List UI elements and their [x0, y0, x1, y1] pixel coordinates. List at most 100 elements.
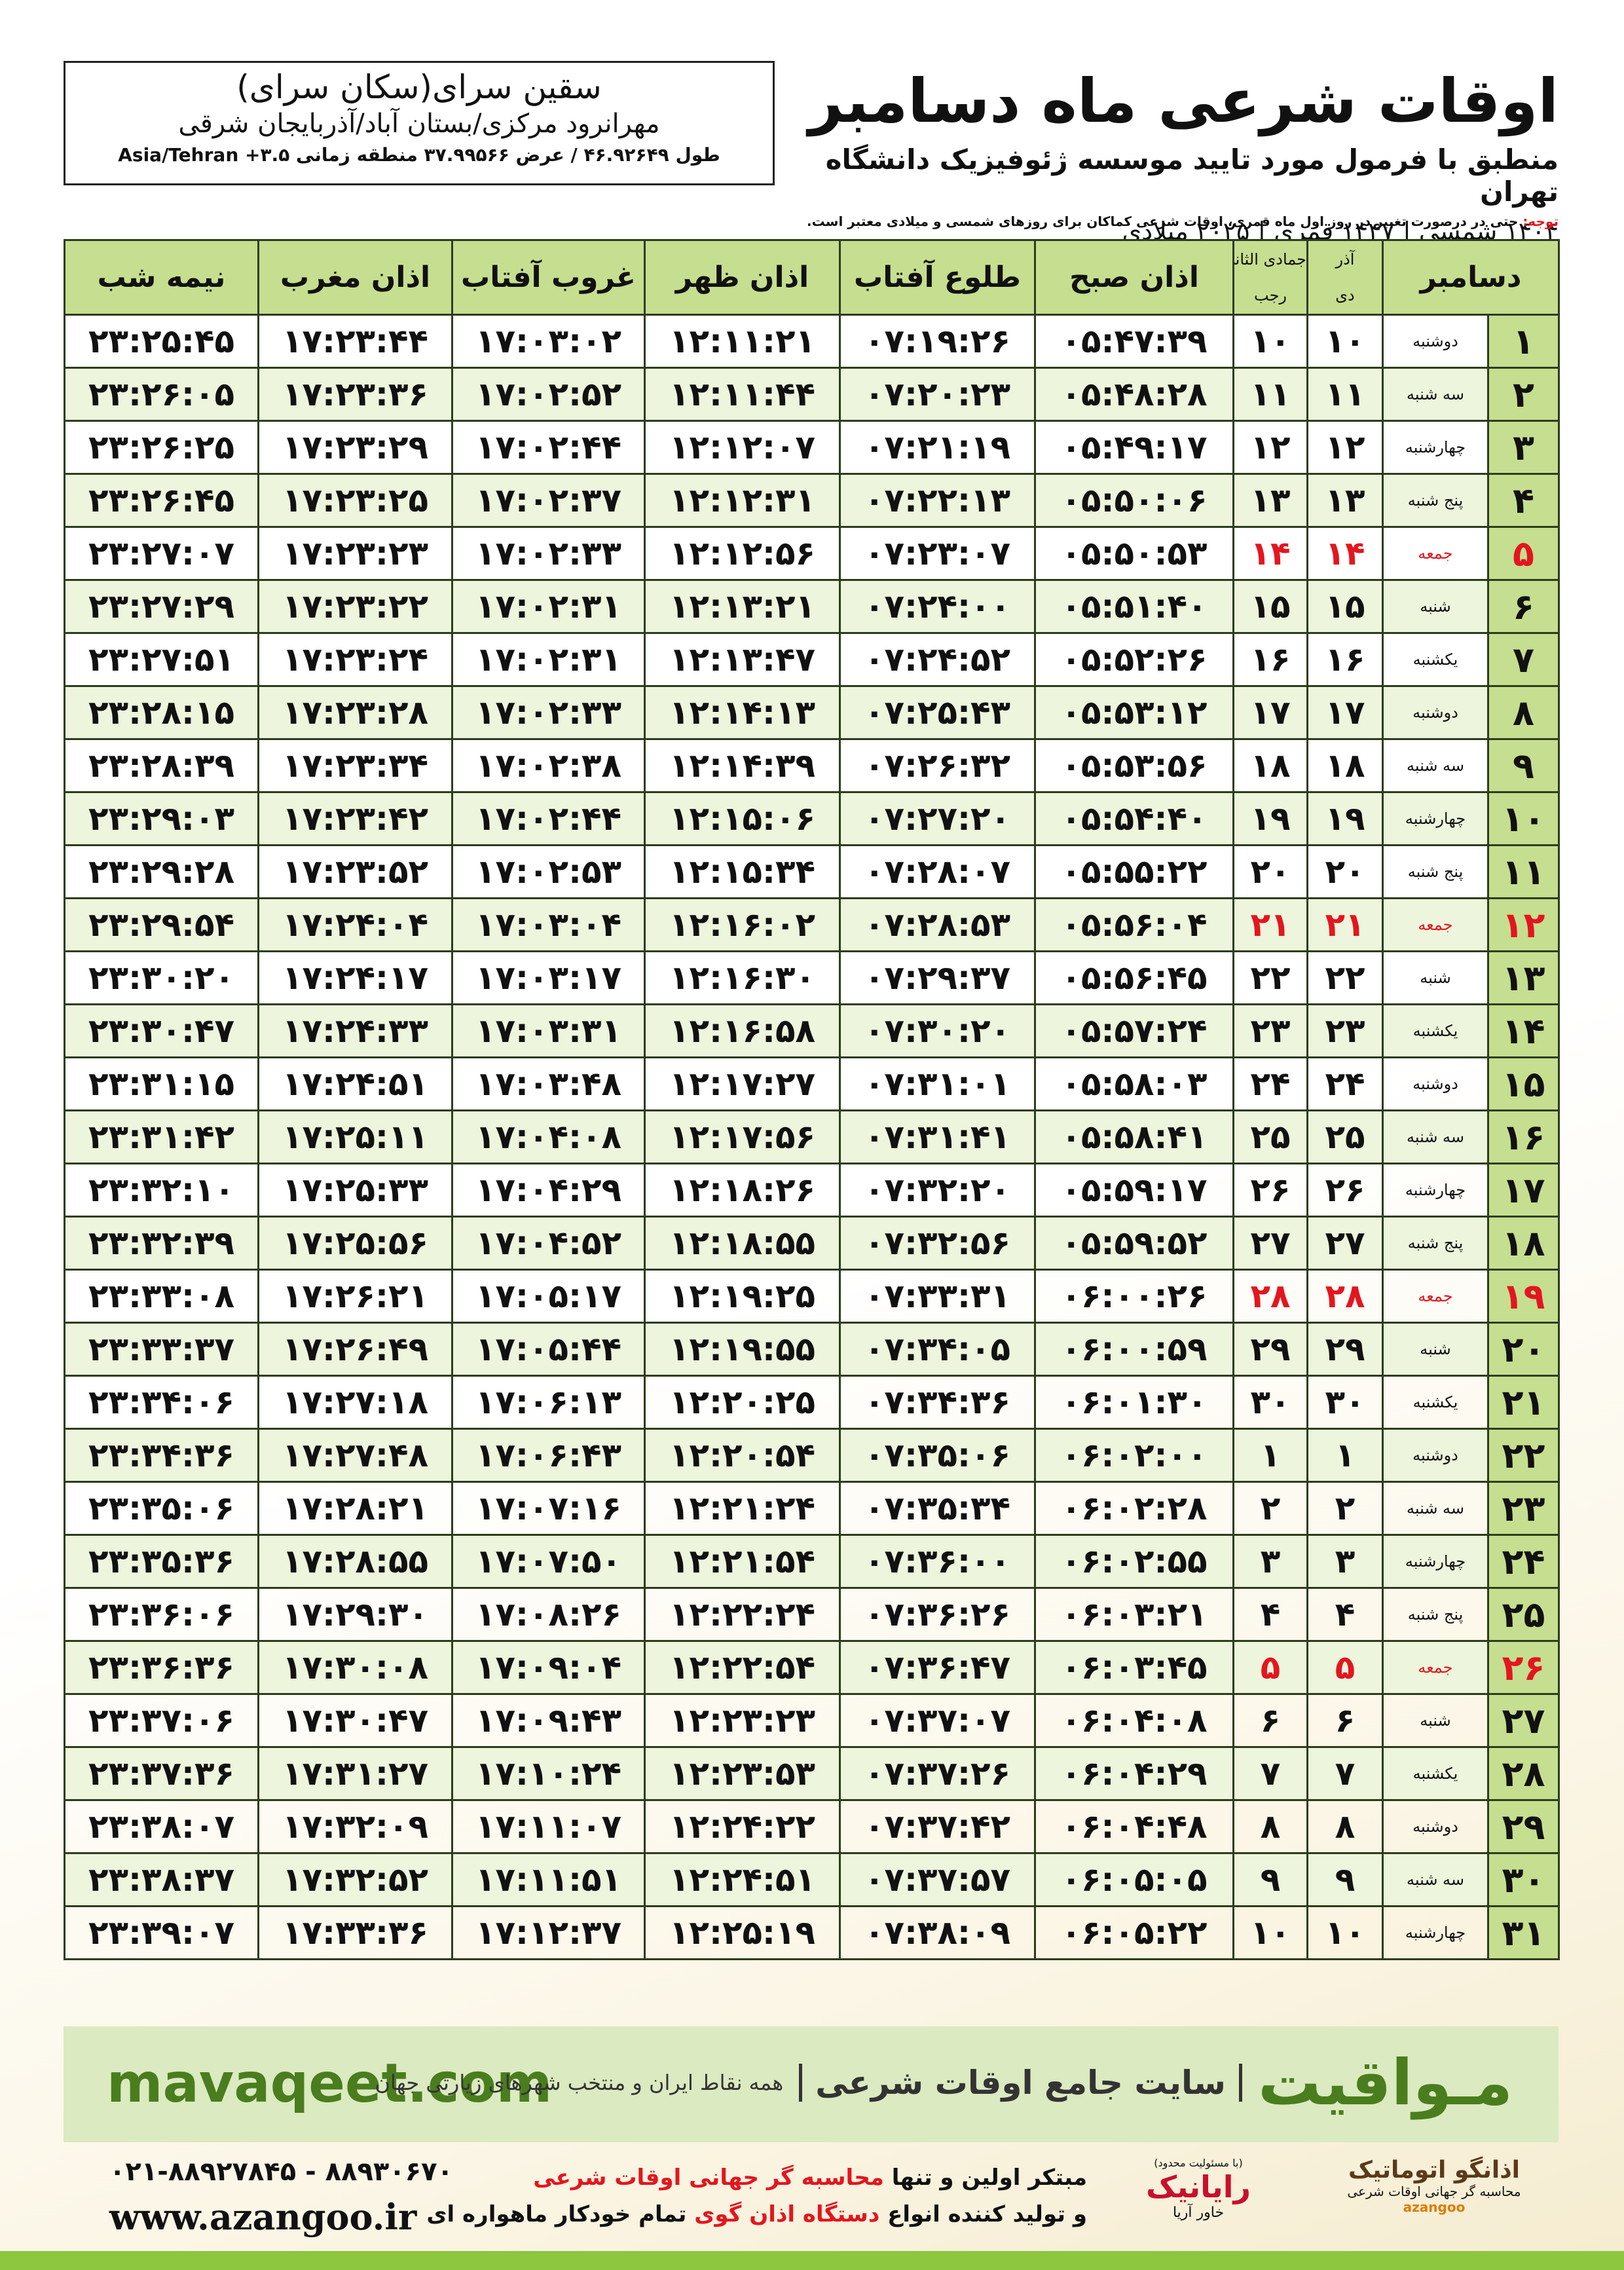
date: ۳: [1306, 1534, 1384, 1589]
banner-scope: همه نقاط ایران و منتخب شهرهای زیارتی جها…: [375, 2070, 784, 2095]
time: ۱۲:۱۳:۴۷: [644, 632, 841, 687]
time: ۲۳:۳۳:۰۸: [64, 1269, 259, 1324]
time: ۰۶:۰۲:۲۸: [1034, 1481, 1234, 1536]
time: ۰۷:۲۰:۲۳: [839, 367, 1036, 422]
header-cell: اذان ظهر: [644, 239, 841, 316]
banner-brand-group: مـواقیت سایت جامع اوقات شرعی همه نقاط ای…: [375, 2046, 1513, 2119]
date: ۱۲: [1232, 420, 1308, 475]
logo-latin: azangoo: [1403, 2199, 1466, 2215]
header-cell: جمادی الثانی رجب: [1232, 239, 1308, 316]
time: ۰۶:۰۴:۰۸: [1034, 1693, 1234, 1748]
date: ۱: [1306, 1428, 1384, 1483]
time: ۲۳:۳۴:۳۶: [64, 1428, 259, 1483]
time: ۱۷:۱۲:۳۷: [451, 1905, 646, 1960]
banner-url[interactable]: mavaqeet.com: [107, 2053, 553, 2115]
weekday: چهارشنبه: [1381, 1163, 1490, 1218]
time: ۱۷:۰۲:۳۳: [451, 685, 646, 740]
row: ۱۷ چهارشنبه ۲۶ ۲۶ ۰۵:۵۹:۱۷ ۰۷:۳۲:۲۰ ۱۲:۱۸:۲۶ ۱۷…: [64, 1163, 1560, 1218]
time: ۱۲:۲۱:۲۴: [644, 1481, 841, 1536]
weekday: سه شنبه: [1381, 1109, 1490, 1164]
day-number: ۱۹: [1487, 1269, 1560, 1324]
day-number: ۱۴: [1487, 1003, 1560, 1058]
row: ۱۴ یکشنبه ۲۳ ۲۳ ۰۵:۵۷:۲۴ ۰۷:۳۰:۲۰ ۱۲:۱۶:۵۸ ۱۷:۰…: [64, 1003, 1560, 1058]
table-body: ۱ دوشنبه ۱۰ ۱۰ ۰۵:۴۷:۳۹ ۰۷:۱۹:۲۶ ۱۲:۱۱:۲۱ ۱۷:۰۳…: [64, 314, 1560, 1960]
time: ۰۷:۳۰:۲۰: [839, 1003, 1036, 1058]
time: ۱۲:۱۷:۲۷: [644, 1056, 841, 1111]
time: ۱۷:۲۵:۳۳: [257, 1163, 453, 1218]
time: ۲۳:۳۲:۱۰: [64, 1163, 259, 1218]
time: ۰۷:۳۱:۴۱: [839, 1109, 1036, 1164]
time: ۱۲:۱۲:۵۶: [644, 526, 841, 581]
time: ۱۷:۰۳:۰۴: [451, 897, 646, 952]
note-label: توجه:: [1522, 214, 1559, 229]
header-part: آذر: [1335, 250, 1355, 269]
time: ۱۲:۲۴:۲۲: [644, 1799, 841, 1854]
date: ۱۸: [1232, 738, 1308, 793]
time: ۱۷:۲۶:۴۹: [257, 1322, 453, 1377]
logo-rayanik: (با مسئولیت محدود) رایانیک خاور آریا: [1120, 2157, 1277, 2221]
time: ۰۷:۲۴:۵۲: [839, 632, 1036, 687]
date: ۱۶: [1232, 632, 1308, 687]
day-number: ۳۰: [1487, 1852, 1560, 1907]
time: ۱۷:۰۲:۴۴: [451, 420, 646, 475]
time: ۲۳:۳۳:۳۷: [64, 1322, 259, 1377]
weekday: جمعه: [1381, 897, 1490, 952]
time: ۱۲:۲۱:۵۴: [644, 1534, 841, 1589]
footer-line: مبتکر اولین و تنها محاسبه گر جهانی اوقات…: [426, 2159, 1087, 2196]
time: ۱۷:۲۳:۳۴: [257, 738, 453, 793]
logo-sub: محاسبه گر جهانی اوقات شرعی: [1347, 2184, 1521, 2199]
time: ۰۷:۳۳:۳۱: [839, 1269, 1036, 1324]
time: ۱۷:۳۰:۰۸: [257, 1640, 453, 1695]
footer-line: و تولید کننده انواع دستگاه اذان گوی تمام…: [426, 2196, 1087, 2233]
time: ۱۲:۱۹:۵۵: [644, 1322, 841, 1377]
time: ۱۷:۲۸:۲۱: [257, 1481, 453, 1536]
day-number: ۷: [1487, 632, 1560, 687]
day-number: ۱۷: [1487, 1163, 1560, 1218]
header-cell: غروب آفتاب: [451, 239, 646, 316]
time: ۰۶:۰۴:۲۹: [1034, 1746, 1234, 1801]
time: ۲۳:۲۶:۲۵: [64, 420, 259, 475]
time: ۱۷:۰۴:۲۹: [451, 1163, 646, 1218]
time: ۱۲:۱۲:۳۱: [644, 473, 841, 528]
header-cell: اذان مغرب: [257, 239, 453, 316]
time: ۰۷:۳۲:۲۰: [839, 1163, 1036, 1218]
time: ۱۷:۳۱:۲۷: [257, 1746, 453, 1801]
time: ۱۷:۲۳:۲۵: [257, 473, 453, 528]
row: ۱۶ سه شنبه ۲۵ ۲۵ ۰۵:۵۸:۴۱ ۰۷:۳۱:۴۱ ۱۲:۱۷:۵۶ ۱۷:…: [64, 1109, 1560, 1164]
day-number: ۱۶: [1487, 1109, 1560, 1164]
time: ۱۷:۲۵:۱۱: [257, 1109, 453, 1164]
time: ۱۲:۱۷:۵۶: [644, 1109, 841, 1164]
time: ۰۶:۰۳:۲۱: [1034, 1587, 1234, 1642]
date: ۲۵: [1232, 1109, 1308, 1164]
row: ۳۱ چهارشنبه ۱۰ ۱۰ ۰۶:۰۵:۲۲ ۰۷:۳۸:۰۹ ۱۲:۲۵:۱۹ ۱۷…: [64, 1905, 1560, 1960]
time: ۱۷:۲۳:۴۴: [257, 314, 453, 369]
weekday: پنج شنبه: [1381, 1216, 1490, 1271]
website[interactable]: www.azangoo.ir: [109, 2196, 417, 2238]
time: ۱۷:۰۲:۴۴: [451, 791, 646, 846]
time: ۱۷:۰۹:۴۳: [451, 1693, 646, 1748]
date: ۲۸: [1306, 1269, 1384, 1324]
time: ۲۳:۲۸:۱۵: [64, 685, 259, 740]
time: ۲۳:۲۵:۴۵: [64, 314, 259, 369]
row: ۳ چهارشنبه ۱۲ ۱۲ ۰۵:۴۹:۱۷ ۰۷:۲۱:۱۹ ۱۲:۱۲:۰۷ ۱۷:…: [64, 420, 1560, 475]
date: ۲۲: [1232, 950, 1308, 1005]
time: ۰۷:۳۵:۳۴: [839, 1481, 1036, 1536]
date: ۲۶: [1232, 1163, 1308, 1218]
date: ۲: [1232, 1481, 1308, 1536]
date: ۲۳: [1232, 1003, 1308, 1058]
date: ۱۷: [1306, 685, 1384, 740]
time: ۱۷:۲۹:۳۰: [257, 1587, 453, 1642]
row: ۷ یکشنبه ۱۶ ۱۶ ۰۵:۵۲:۲۶ ۰۷:۲۴:۵۲ ۱۲:۱۳:۴۷ ۱۷:۰۲…: [64, 632, 1560, 687]
date: ۲۹: [1232, 1322, 1308, 1377]
row: ۲۴ چهارشنبه ۳ ۳ ۰۶:۰۲:۵۵ ۰۷:۳۶:۰۰ ۱۲:۲۱:۵۴ ۱۷:۰…: [64, 1534, 1560, 1589]
time: ۰۷:۲۸:۰۷: [839, 844, 1036, 899]
time: ۰۷:۳۴:۰۵: [839, 1322, 1036, 1377]
date: ۲۴: [1232, 1056, 1308, 1111]
time: ۱۷:۱۱:۰۷: [451, 1799, 646, 1854]
header-cell: نیمه شب: [64, 239, 259, 316]
time: ۰۷:۲۹:۳۷: [839, 950, 1036, 1005]
time: ۰۷:۲۶:۳۲: [839, 738, 1036, 793]
time: ۲۳:۳۲:۳۹: [64, 1216, 259, 1271]
time: ۰۵:۵۸:۰۳: [1034, 1056, 1234, 1111]
time: ۰۷:۲۳:۰۷: [839, 526, 1036, 581]
